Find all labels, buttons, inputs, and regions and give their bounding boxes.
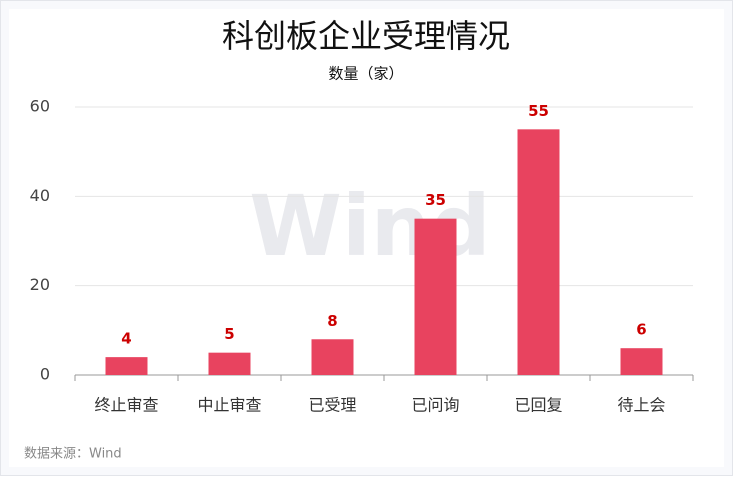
bar [208, 352, 251, 375]
source-note: 数据来源：Wind [24, 447, 122, 462]
bar [105, 357, 148, 375]
subtitle: 数量（家） [328, 65, 403, 83]
chart-title: 科创板企业受理情况 [222, 17, 510, 55]
x-tick-label: 已问询 [411, 396, 459, 415]
x-tick-label: 终止审查 [94, 396, 158, 415]
y-tick-label: 60 [30, 97, 50, 116]
y-tick-label: 0 [40, 365, 50, 384]
value-label: 5 [224, 325, 234, 343]
bar [620, 348, 663, 375]
value-label: 4 [121, 330, 131, 348]
x-tick-label: 已回复 [514, 396, 562, 415]
bar [517, 129, 560, 375]
y-tick-label: 40 [30, 186, 50, 205]
y-tick-label: 20 [30, 275, 50, 294]
x-tick-label: 中止审查 [197, 396, 261, 415]
bar [311, 339, 354, 375]
value-label: 6 [636, 321, 646, 339]
value-label: 35 [425, 191, 446, 209]
plot-panel [9, 9, 724, 467]
bar [414, 218, 457, 375]
value-label: 55 [528, 102, 549, 120]
value-label: 8 [327, 312, 337, 330]
x-tick-label: 已受理 [308, 396, 356, 415]
x-tick-label: 待上会 [617, 396, 665, 415]
